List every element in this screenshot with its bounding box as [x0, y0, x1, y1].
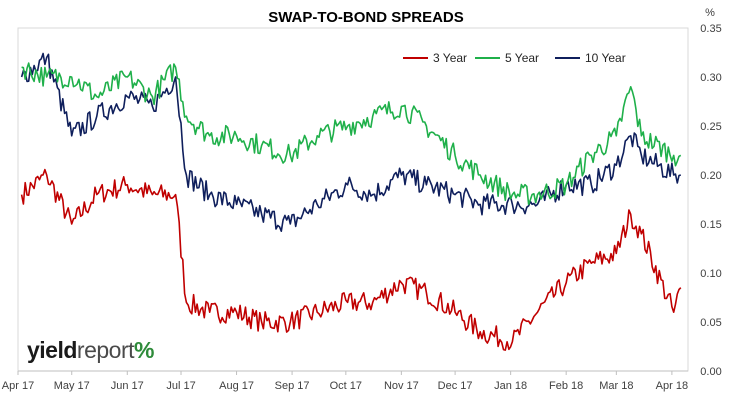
series-line-10-year — [20, 52, 682, 232]
x-tick-label: Mar 18 — [599, 380, 633, 392]
series-line-3-year — [20, 168, 682, 351]
x-tick-label: May 17 — [54, 380, 90, 392]
yieldreport-logo: yieldreport% — [27, 337, 154, 363]
x-tick-label: Oct 17 — [330, 380, 362, 392]
y-tick-label: 0.30 — [700, 72, 721, 84]
y-tick-label: 0.15 — [700, 219, 721, 231]
x-tick-label: Dec 17 — [438, 380, 473, 392]
x-tick-label: Feb 18 — [549, 380, 583, 392]
y-axis-unit: % — [705, 7, 715, 19]
y-tick-label: 0.00 — [700, 366, 721, 378]
legend-label: 5 Year — [505, 51, 539, 65]
x-tick-label: Apr 18 — [656, 380, 688, 392]
y-tick-label: 0.05 — [700, 317, 721, 329]
x-tick-label: Jul 17 — [166, 380, 195, 392]
x-tick-label: Jan 18 — [494, 380, 527, 392]
x-tick-label: Aug 17 — [219, 380, 254, 392]
x-tick-label: Sep 17 — [275, 380, 310, 392]
y-tick-label: 0.25 — [700, 121, 721, 133]
x-tick-label: Nov 17 — [384, 380, 419, 392]
series-line-5-year — [21, 62, 682, 206]
chart-title: SWAP-TO-BOND SPREADS — [268, 9, 464, 26]
legend-label: 3 Year — [433, 51, 467, 65]
legend-label: 10 Year — [585, 51, 626, 65]
x-tick-label: Apr 17 — [2, 380, 34, 392]
y-tick-label: 0.35 — [700, 23, 721, 35]
y-tick-label: 0.10 — [700, 268, 721, 280]
y-tick-label: 0.20 — [700, 170, 721, 182]
x-tick-label: Jun 17 — [111, 380, 144, 392]
